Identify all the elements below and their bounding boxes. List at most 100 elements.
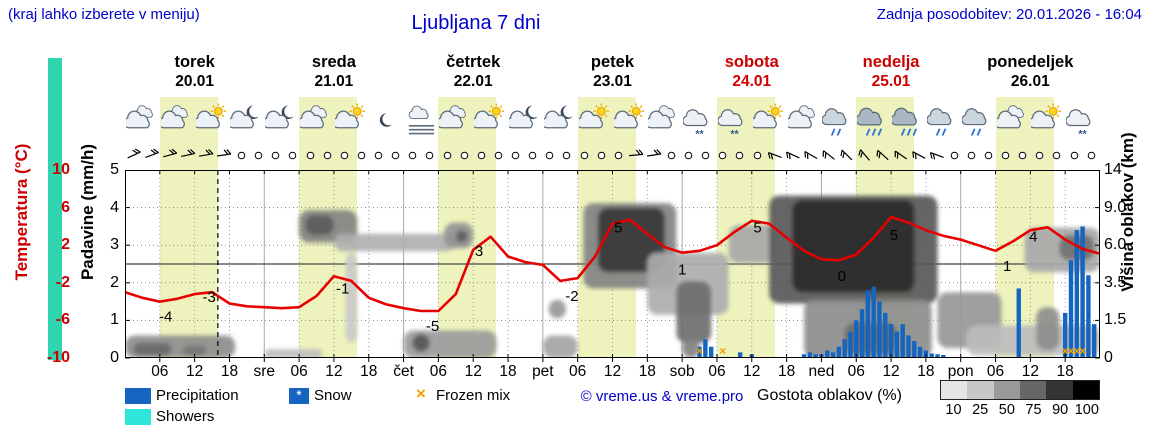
cloud-height-tick: 9.0	[1104, 198, 1127, 216]
precipitation-bar	[836, 346, 842, 358]
temperature-tick: 2	[61, 236, 70, 254]
day-header: sreda 21.01	[264, 52, 403, 96]
wind-barb-icon	[125, 144, 143, 166]
temperature-value-label: 1	[1003, 258, 1011, 275]
day-abbrev-label: ned	[808, 363, 835, 380]
calm-wind-icon	[250, 144, 267, 166]
svg-text:**: **	[696, 128, 705, 140]
day-header: torek 20.01	[125, 52, 264, 96]
calm-wind-icon	[576, 144, 593, 166]
precipitation-bar	[1086, 275, 1091, 358]
calm-wind-icon	[1066, 144, 1083, 166]
calm-wind-icon	[610, 144, 627, 166]
wind-barb-icon	[910, 144, 928, 166]
hour-label: 18	[499, 363, 517, 380]
calm-wind-icon	[1083, 144, 1100, 166]
snow-cloud-icon: **	[682, 97, 717, 143]
calm-wind-icon	[697, 144, 714, 166]
sun-cloud-icon	[1031, 97, 1066, 143]
cloud-blob	[333, 233, 456, 252]
temperature-value-labels: -4 -3 -1 -5 3 -2 5 1 5 0 5 1 4	[159, 219, 1037, 335]
cloud-blob	[682, 337, 700, 358]
hour-label: 18	[1056, 363, 1074, 380]
day-abbrev-label: sre	[253, 363, 276, 380]
density-tick-label: 90	[1052, 402, 1069, 418]
rain-heavy-icon	[891, 97, 926, 143]
temperature-value-label: 5	[753, 219, 761, 236]
precipitation-legend-label: Precipitation	[156, 387, 239, 404]
cloud-density-label: Gostota oblakov (%)	[757, 387, 902, 404]
location-hint: (kraj lahko izberete v meniju)	[8, 6, 200, 23]
cloud-icon	[125, 97, 160, 143]
precipitation-bar	[697, 346, 702, 358]
precipitation-bar	[877, 301, 882, 358]
cloud-density-gradient	[940, 380, 1100, 400]
wind-barb-icon	[820, 144, 838, 166]
hour-label: 12	[325, 363, 343, 380]
hour-label: 12	[603, 363, 622, 380]
copyright-text: © vreme.us & vreme.pro	[580, 388, 744, 405]
frozen-mix-marker: ×	[719, 344, 726, 358]
frozen-mix-marker: ×	[1067, 344, 1074, 358]
temperature-value-label: -3	[202, 289, 215, 306]
precipitation-bar	[1068, 260, 1074, 358]
cloud-density-gradient-labels: 10 25 50 75 90 100	[940, 402, 1100, 420]
calm-wind-icon	[1014, 144, 1031, 166]
hour-label: 06	[290, 363, 308, 380]
calm-wind-icon	[749, 144, 766, 166]
precipitation-tick: 5	[110, 161, 119, 178]
temperature-value-label: 3	[475, 243, 483, 260]
day-date: 25.01	[871, 73, 911, 90]
day-name: ponedeljek	[987, 53, 1074, 71]
precipitation-bar	[1062, 312, 1068, 358]
precipitation-tick: 3	[110, 236, 119, 254]
precipitation-bar	[912, 341, 917, 358]
precipitation-bar	[813, 354, 818, 358]
hour-label: 18	[638, 363, 656, 380]
density-tick-label: 50	[998, 402, 1015, 418]
precipitation-bar	[941, 354, 946, 358]
density-gradient-step	[1072, 381, 1099, 399]
density-gradient-step	[993, 381, 1020, 399]
calm-wind-icon	[404, 144, 421, 166]
cloud-blob	[676, 281, 712, 343]
cloud-blob	[133, 342, 172, 356]
precipitation-bar	[917, 346, 923, 358]
daylight-band	[159, 97, 218, 358]
cloud-blob	[345, 252, 358, 343]
precipitation-bars	[697, 226, 1097, 358]
cloud-blob	[264, 349, 323, 358]
calm-wind-icon	[714, 144, 731, 166]
hour-label: 18	[220, 363, 239, 380]
cloud-height-tick: 0	[1104, 349, 1113, 366]
wind-barb-icon	[215, 144, 233, 166]
snow-legend-label: Snow	[314, 387, 352, 404]
moon-cloud-icon	[543, 97, 578, 143]
frozen-mix-marker: ×	[1073, 344, 1080, 358]
time-axis-labels: 06 12 18 sre 06 12 18 čet 06 12 18 pet 06 12 18 sob 06 12…	[125, 363, 1100, 383]
cloud-height-tick: 14	[1104, 161, 1122, 178]
snow-cloud-icon: **	[717, 97, 752, 143]
temperature-value-label: -1	[336, 280, 349, 297]
precipitation-bar	[801, 354, 807, 358]
precipitation-bar	[1074, 230, 1079, 358]
hour-label: 06	[986, 363, 1005, 380]
calm-wind-icon	[473, 144, 490, 166]
snow-cloud-icon: **	[1065, 97, 1100, 143]
showers-legend-label: Showers	[156, 408, 215, 425]
fog-icon	[404, 97, 439, 143]
precipitation-bar	[888, 324, 894, 358]
precipitation-bar	[906, 335, 911, 358]
day-abbrev-label: pet	[532, 363, 554, 380]
calm-wind-icon	[507, 144, 524, 166]
showers-swatch	[125, 409, 151, 425]
sun-cloud-icon	[195, 97, 230, 143]
sun-cloud-icon	[473, 97, 508, 143]
temperature-value-label: 1	[678, 262, 686, 279]
svg-text:**: **	[1079, 128, 1088, 140]
moon-cloud-icon	[229, 97, 264, 143]
rain-cloud-icon	[961, 97, 996, 143]
calm-wind-icon	[663, 144, 680, 166]
rain-cloud-icon	[926, 97, 961, 143]
